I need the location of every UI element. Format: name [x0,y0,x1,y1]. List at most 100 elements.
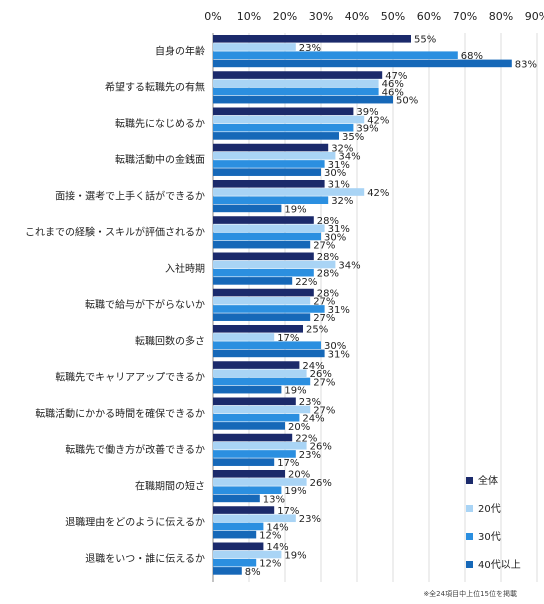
bar [213,530,257,539]
bar [213,224,325,233]
category-label: 退職理由をどのように伝えるか [65,516,205,529]
bar [213,59,512,68]
value-label: 42% [367,115,389,126]
bar [213,433,293,442]
bar [213,252,314,261]
value-label: 31% [328,224,350,235]
bar [213,268,314,277]
x-tick-label: 40% [345,10,369,23]
value-label: 27% [313,241,335,252]
x-tick-label: 30% [309,10,333,23]
legend-swatch [466,533,473,540]
bar [213,95,393,104]
value-label: 27% [313,377,335,388]
bar [213,470,285,478]
value-label: 55% [414,35,436,46]
legend-label: 30代 [478,531,501,543]
legend-swatch [466,561,473,568]
category-label: 入社時期 [165,262,205,275]
value-label: 22% [295,433,317,444]
bar [213,305,325,313]
x-tick-label: 50% [381,10,405,23]
bar [213,369,307,378]
value-label: 28% [317,252,339,263]
value-label: 27% [313,297,335,308]
value-label: 68% [461,51,483,62]
value-label: 26% [310,478,332,489]
bar [213,160,325,168]
category-label: 自身の年齢 [155,44,205,57]
value-label: 23% [299,514,321,525]
x-axis-ticks: 0% 10% 20% 30% 40% 50% 60% 70% 80% 90% [204,10,544,23]
value-label: 30% [324,232,346,243]
value-label: 50% [396,96,418,107]
bar [213,567,242,575]
bar [213,550,282,559]
value-label: 27% [313,405,335,416]
bar [213,558,257,567]
value-label: 24% [302,414,324,425]
bar [213,522,264,531]
bar [213,232,321,241]
value-label: 28% [317,216,339,227]
value-label: 28% [317,269,339,280]
bar [213,405,311,414]
bar [213,361,300,369]
value-label: 22% [295,277,317,288]
category-labels: 自身の年齢希望する転職先の有無転職先になじめるか転職活動中の金銭面面接・選考で上… [25,44,205,565]
category-label: 希望する転職先の有無 [105,81,205,94]
x-tick-label: 70% [453,10,477,23]
x-tick-label: 90% [525,10,544,23]
bar [213,240,311,249]
value-label: 27% [313,313,335,324]
bar [213,341,321,349]
legend-label: 40代以上 [478,559,521,571]
category-label: 転職活動にかかる時間を確保できるか [35,407,205,420]
bar [213,422,285,430]
value-label: 46% [382,79,404,90]
footnote: ※全24項目中上位15位を掲載 [423,589,517,598]
value-label: 25% [306,325,328,336]
bar [213,486,282,494]
legend-label: 20代 [478,503,501,515]
value-label: 20% [288,422,310,433]
bar [213,413,300,422]
value-label: 19% [284,486,306,497]
bar [213,204,282,213]
category-label: 転職先になじめるか [115,118,205,130]
value-labels: 55%23%68%83%47%46%46%50%39%42%39%35%32%3… [245,35,537,578]
value-label: 23% [299,397,321,408]
value-label: 14% [266,522,288,533]
value-label: 19% [284,386,306,397]
category-label: 転職回数の多さ [135,334,205,347]
value-label: 31% [328,305,350,316]
x-tick-label: 0% [204,10,221,23]
bar [213,325,303,333]
legend: 全体 20代 30代 40代以上 [466,474,521,571]
legend-swatch [466,505,473,512]
value-label: 28% [317,288,339,299]
bar [213,51,458,59]
value-label: 32% [331,143,353,154]
bar [213,107,354,116]
legend-swatch [466,477,473,484]
bar [213,180,325,188]
category-label: 転職先で働き方が改善できるか [65,443,205,456]
bar [213,333,275,341]
bar [213,458,275,466]
bar [213,506,275,514]
category-label: 面接・選考で上手く話ができるか [55,189,205,202]
value-label: 30% [324,341,346,352]
value-label: 13% [263,494,285,505]
bar [213,377,311,386]
value-label: 23% [299,450,321,461]
bar [213,296,311,305]
bar [213,168,321,176]
category-label: 退職をいつ・誰に伝えるか [85,552,205,565]
value-label: 42% [367,188,389,199]
bar [213,478,307,486]
value-label: 12% [259,531,281,542]
bar [213,260,336,269]
bar [213,71,383,79]
